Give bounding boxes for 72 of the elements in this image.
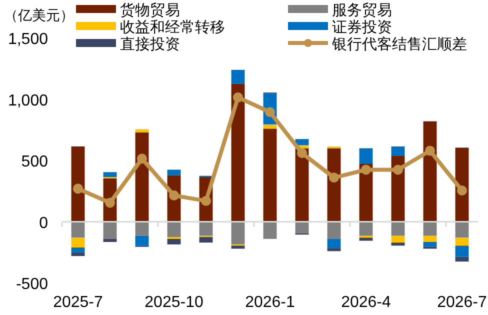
y-tick-label: 500 xyxy=(21,154,48,170)
point xyxy=(425,146,435,156)
bar xyxy=(167,170,181,176)
y-tick-label: 1,000 xyxy=(8,92,48,110)
legend-label: 银行代客结售汇顺差 xyxy=(331,36,467,53)
legend-label: 服务贸易 xyxy=(332,2,392,19)
point xyxy=(137,154,147,164)
bar xyxy=(199,222,213,236)
y-tick-label: 0 xyxy=(39,214,48,232)
bar xyxy=(391,242,405,246)
point xyxy=(201,196,211,206)
x-tick-label: 2026-7 xyxy=(437,294,488,311)
bar xyxy=(423,236,437,242)
point xyxy=(393,164,403,175)
bar xyxy=(199,237,213,243)
point xyxy=(73,184,83,194)
point xyxy=(457,186,467,196)
bar xyxy=(455,238,469,246)
bar xyxy=(359,222,373,236)
x-tick-label: 2026-4 xyxy=(341,294,392,311)
bar xyxy=(423,242,437,247)
bar xyxy=(103,238,117,242)
bar xyxy=(327,248,341,252)
y-tick-label: 1,500 xyxy=(8,31,48,48)
bar xyxy=(455,246,469,257)
bar xyxy=(295,148,309,222)
bar xyxy=(135,236,149,246)
bar xyxy=(71,222,85,238)
bar xyxy=(103,172,117,178)
point xyxy=(361,164,371,175)
bar xyxy=(71,247,85,252)
bar xyxy=(135,129,149,132)
x-tick-label: 2025-10 xyxy=(144,294,204,311)
bar xyxy=(391,146,405,156)
bar xyxy=(263,124,277,129)
bar xyxy=(167,238,181,244)
legend-label: 直接投资 xyxy=(120,36,180,53)
bar xyxy=(327,238,341,248)
bar xyxy=(359,238,373,241)
bar xyxy=(327,222,341,239)
x-tick-label: 2025-7 xyxy=(53,294,104,311)
point xyxy=(329,172,339,183)
bar xyxy=(71,146,85,222)
bar xyxy=(295,222,309,234)
legend-label: 收益和经常转移 xyxy=(120,19,225,36)
point xyxy=(169,190,179,200)
bar xyxy=(423,222,437,236)
legend-label: 货物贸易 xyxy=(120,2,180,19)
bar xyxy=(71,252,85,256)
bar xyxy=(231,222,245,244)
y-tick-label: -500 xyxy=(16,276,48,293)
point xyxy=(105,198,115,208)
bar xyxy=(423,121,437,222)
point xyxy=(233,92,243,102)
bar xyxy=(231,84,245,222)
bar xyxy=(391,222,405,236)
bar xyxy=(263,222,277,239)
y-axis-title: （亿美元） xyxy=(4,7,74,23)
bar xyxy=(103,222,117,239)
bar xyxy=(263,128,277,222)
x-tick-label: 2026-1 xyxy=(245,294,296,311)
bar xyxy=(135,222,149,236)
bar xyxy=(359,148,373,164)
point xyxy=(297,148,307,158)
bar xyxy=(455,256,469,262)
bar xyxy=(167,222,181,238)
bar xyxy=(455,222,469,238)
bar xyxy=(71,238,85,248)
legend-label: 证券投资 xyxy=(332,19,392,36)
bar xyxy=(231,246,245,249)
bar xyxy=(231,70,245,84)
bar xyxy=(391,236,405,243)
